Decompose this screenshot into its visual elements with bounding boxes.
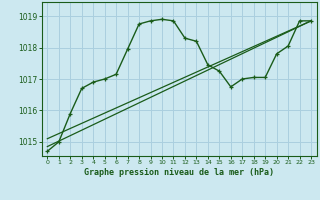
X-axis label: Graphe pression niveau de la mer (hPa): Graphe pression niveau de la mer (hPa) [84, 168, 274, 177]
